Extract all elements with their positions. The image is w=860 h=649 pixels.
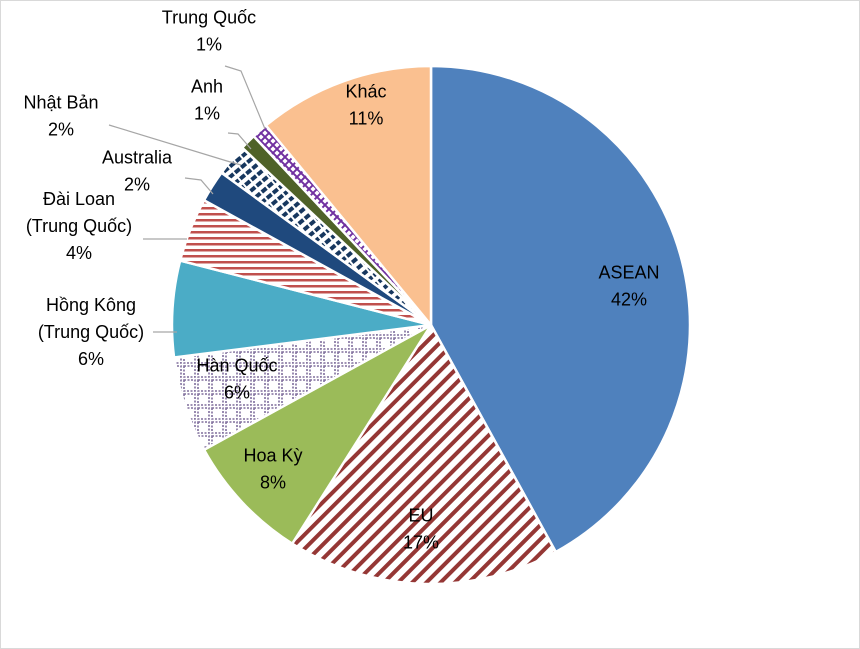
pie-slice-khac — [264, 64, 433, 329]
data-label-nhat-ban: Nhật Bản 2% — [23, 93, 98, 140]
leader-line-australia — [184, 177, 214, 195]
pie-slice-asean — [429, 64, 692, 554]
data-label-eu: EU 17% — [403, 506, 439, 553]
pie-slice-hoa-ky — [202, 323, 433, 546]
leader-lines — [108, 65, 266, 333]
data-label-hong-kong: Hồng Kông (Trung Quốc) 6% — [38, 295, 144, 369]
data-label-dai-loan: Đài Loan (Trung Quốc) 4% — [26, 189, 132, 263]
leader-line-nhat-ban — [108, 124, 242, 166]
data-label-hoa-ky: Hoa Kỳ 8% — [243, 446, 302, 493]
data-label-khac: Khác 11% — [345, 82, 386, 129]
pie-slices — [170, 64, 692, 586]
data-labels: ASEAN 42% EU 17% Hoa Kỳ 8% Hàn Quốc 6% Hồng Kông… — [23, 8, 659, 553]
data-label-asean: ASEAN 42% — [598, 263, 659, 310]
data-label-han-quoc: Hàn Quốc 6% — [196, 356, 277, 403]
leader-line-anh — [227, 132, 252, 150]
data-label-australia: Australia 2% — [102, 148, 173, 195]
pie-slice-eu — [290, 322, 558, 586]
data-label-anh: Anh 1% — [191, 77, 223, 124]
data-label-trung-quoc: Trung Quốc 1% — [162, 8, 256, 55]
leader-line-trung-quoc — [224, 65, 266, 130]
